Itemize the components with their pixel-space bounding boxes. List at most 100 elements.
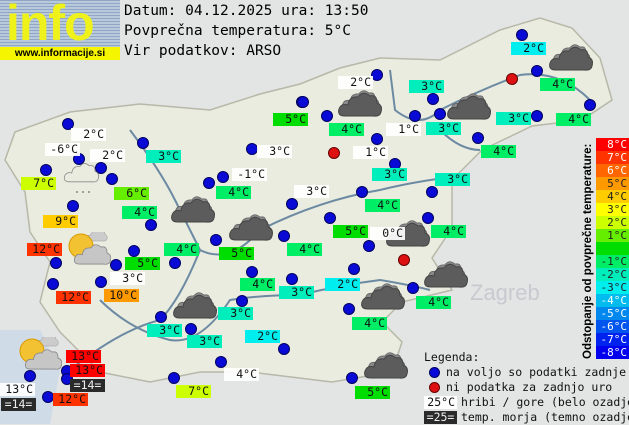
station-temperature-label: 13°C <box>66 350 101 363</box>
station-dot[interactable] <box>363 240 375 252</box>
station-temperature-label: =14= <box>1 398 36 411</box>
station-dot[interactable] <box>246 266 258 278</box>
station-dot[interactable] <box>286 198 298 210</box>
station-temperature-label: 2°C <box>71 128 106 141</box>
station-dot[interactable] <box>215 356 227 368</box>
colorbar-cell: -4°C <box>596 294 629 307</box>
station-dot[interactable] <box>110 259 122 271</box>
station-dot[interactable] <box>168 372 180 384</box>
station-dot[interactable] <box>356 186 368 198</box>
colorbar-cell: 6°C <box>596 164 629 177</box>
station-temperature-label: 4°C <box>352 317 387 330</box>
station-dot[interactable] <box>422 212 434 224</box>
station-temperature-label: 3°C <box>372 168 407 181</box>
station-dot[interactable] <box>407 282 419 294</box>
station-dot[interactable] <box>24 370 36 382</box>
legend: Legenda: na voljo so podatki zadnje ure … <box>424 350 629 425</box>
station-dot[interactable] <box>95 162 107 174</box>
station-temperature-label: 4°C <box>365 199 400 212</box>
station-dot[interactable] <box>371 69 383 81</box>
station-dot[interactable] <box>584 99 596 111</box>
colorbar-cell: -2°C <box>596 268 629 281</box>
station-temperature-label: 0°C <box>370 227 405 240</box>
station-temperature-label: 12°C <box>53 393 88 406</box>
station-dot[interactable] <box>286 273 298 285</box>
station-dot-missing[interactable] <box>328 147 340 159</box>
station-dot[interactable] <box>321 110 333 122</box>
overcast-cloud-icon <box>446 93 494 131</box>
station-dot[interactable] <box>62 118 74 130</box>
station-dot[interactable] <box>324 212 336 224</box>
colorbar-cell: 2°C <box>596 216 629 229</box>
station-temperature-label: 2°C <box>338 76 373 89</box>
station-dot[interactable] <box>409 110 421 122</box>
station-temperature-label: 4°C <box>481 145 516 158</box>
station-temperature-label: 5°C <box>355 386 390 399</box>
colorbar-cell: -7°C <box>596 333 629 346</box>
station-dot[interactable] <box>137 137 149 149</box>
station-dot[interactable] <box>67 200 79 212</box>
logo-url[interactable]: www.informacije.si <box>0 47 120 60</box>
station-dot[interactable] <box>343 303 355 315</box>
colorbar-cell: -8°C <box>596 346 629 359</box>
station-dot-missing[interactable] <box>398 254 410 266</box>
station-dot[interactable] <box>426 186 438 198</box>
colorbar-cell: 5°C <box>596 177 629 190</box>
overcast-cloud-icon <box>228 214 276 252</box>
station-dot[interactable] <box>472 132 484 144</box>
station-dot[interactable] <box>434 108 446 120</box>
station-dot[interactable] <box>47 278 59 290</box>
station-dot[interactable] <box>348 263 360 275</box>
station-temperature-label: 3°C <box>409 80 444 93</box>
station-dot[interactable] <box>531 110 543 122</box>
station-temperature-label: 13°C <box>70 364 105 377</box>
station-temperature-label: 7°C <box>176 385 211 398</box>
station-temperature-label: 1°C <box>386 123 421 136</box>
station-dot[interactable] <box>40 164 52 176</box>
station-dot[interactable] <box>155 311 167 323</box>
station-dot[interactable] <box>169 257 181 269</box>
station-dot[interactable] <box>128 245 140 257</box>
station-temperature-label: 2°C <box>245 330 280 343</box>
colorbar-cell: 8°C <box>596 138 629 151</box>
station-temperature-label: =14= <box>70 379 105 392</box>
station-temperature-label: 3°C <box>279 286 314 299</box>
station-dot[interactable] <box>236 295 248 307</box>
station-temperature-label: 4°C <box>431 225 466 238</box>
station-dot[interactable] <box>531 65 543 77</box>
station-dot[interactable] <box>95 276 107 288</box>
station-dot[interactable] <box>278 343 290 355</box>
logo-word: info <box>6 0 95 51</box>
station-dot[interactable] <box>185 323 197 335</box>
colorbar-cell: -5°C <box>596 307 629 320</box>
station-dot[interactable] <box>427 93 439 105</box>
light-cloud-icon <box>63 163 111 201</box>
station-temperature-label: 12°C <box>56 291 91 304</box>
station-temperature-label: 10°C <box>104 289 139 302</box>
station-temperature-label: 4°C <box>224 368 259 381</box>
blue-dot-icon <box>429 367 440 378</box>
overcast-cloud-icon <box>172 292 220 330</box>
station-dot[interactable] <box>516 29 528 41</box>
station-dot[interactable] <box>297 96 309 108</box>
station-dot[interactable] <box>371 133 383 145</box>
legend-available: na voljo so podatki zadnje ure <box>446 365 629 379</box>
station-dot[interactable] <box>210 234 222 246</box>
station-dot[interactable] <box>145 219 157 231</box>
sun-behind-cloud-icon <box>63 229 112 270</box>
station-dot[interactable] <box>106 173 118 185</box>
station-dot[interactable] <box>217 171 229 183</box>
station-temperature-label: 3°C <box>496 112 531 125</box>
station-temperature-label: 1°C <box>353 146 388 159</box>
logo[interactable]: info www.informacije.si <box>0 0 120 60</box>
station-temperature-label: 13°C <box>0 383 35 396</box>
source-line: Vir podatkov: ARSO <box>124 43 282 59</box>
station-temperature-label: 4°C <box>540 78 575 91</box>
station-dot[interactable] <box>278 230 290 242</box>
station-temperature-label: 6°C <box>114 187 149 200</box>
station-dot[interactable] <box>50 257 62 269</box>
station-dot[interactable] <box>346 372 358 384</box>
overcast-cloud-icon <box>170 196 218 234</box>
station-dot-missing[interactable] <box>506 73 518 85</box>
station-dot[interactable] <box>203 177 215 189</box>
